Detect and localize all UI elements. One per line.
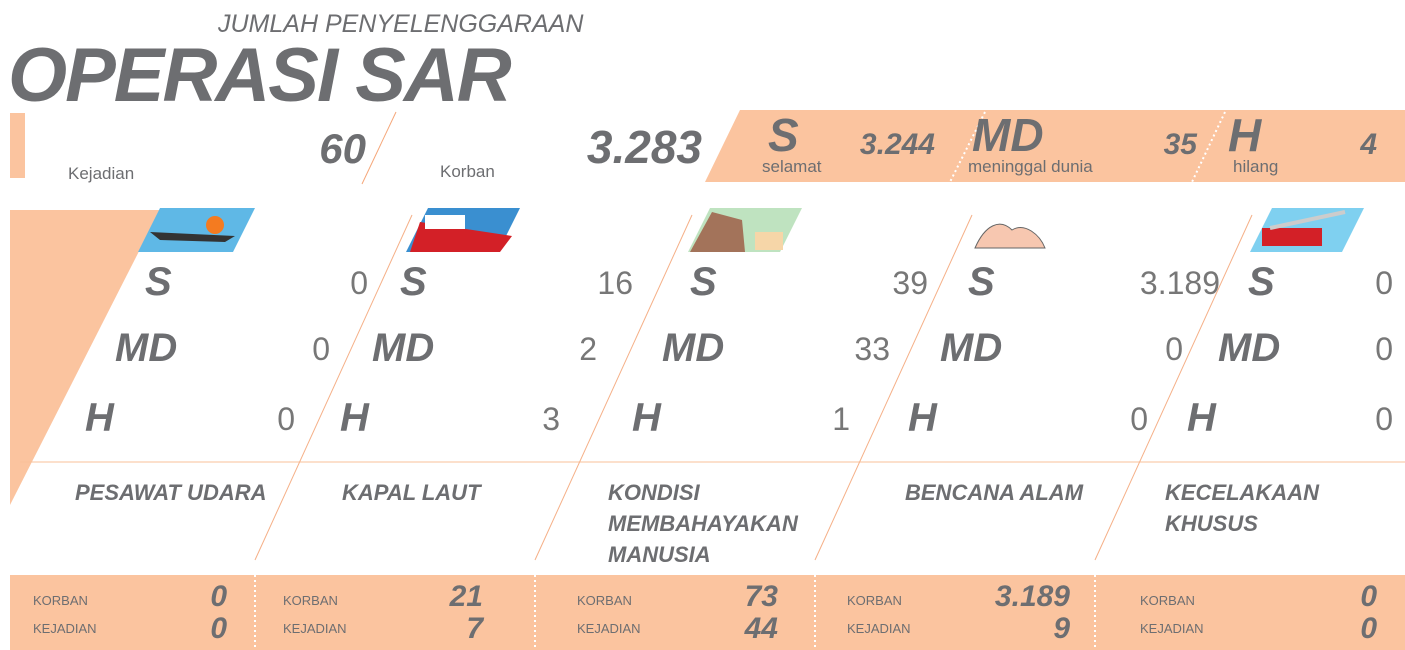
- row-code: H: [85, 396, 114, 440]
- korban-value: 0: [210, 580, 227, 613]
- row-code: S: [145, 260, 172, 304]
- korban-label: KORBAN: [283, 593, 338, 608]
- subtitle: JUMLAH PENYELENGGARAAN: [218, 10, 584, 38]
- category-name: KONDISI MEMBAHAYAKAN MANUSIA: [608, 480, 798, 567]
- kejadian-value: 0: [1360, 612, 1377, 645]
- row-code: MD: [1218, 326, 1281, 370]
- row-value: 33: [854, 331, 890, 367]
- row-value: 0: [312, 331, 330, 367]
- category-name: KAPAL LAUT: [342, 480, 481, 505]
- row-value: 16: [597, 265, 633, 301]
- kejadian-value: 60: [319, 125, 366, 172]
- breakdown-label: hilang: [1233, 157, 1279, 176]
- kejadian-value: 9: [1053, 612, 1070, 645]
- row-value: 0: [350, 265, 368, 301]
- korban-label: KORBAN: [33, 593, 88, 608]
- row-code: S: [1248, 260, 1275, 304]
- category-name: BENCANA ALAM: [905, 480, 1084, 505]
- kejadian-label: KEJADIAN: [33, 621, 97, 636]
- korban-label: Korban: [440, 162, 495, 181]
- row-value: 0: [1165, 331, 1183, 367]
- row-value: 3.189: [1139, 265, 1220, 301]
- korban-label: KORBAN: [577, 593, 632, 608]
- row-code: S: [968, 260, 995, 304]
- row-value: 0: [1375, 265, 1393, 301]
- row-code: H: [908, 396, 937, 440]
- category-name: PESAWAT UDARA: [75, 480, 267, 505]
- row-value: 3: [542, 401, 560, 437]
- row-code: MD: [372, 326, 435, 370]
- row-value: 0: [1375, 331, 1393, 367]
- row-code: S: [690, 260, 717, 304]
- kejadian-label: Kejadian: [68, 164, 135, 183]
- kejadian-label: KEJADIAN: [847, 621, 911, 636]
- korban-label: KORBAN: [847, 593, 902, 608]
- breakdown-value: 3.244: [859, 128, 935, 161]
- breakdown-label: selamat: [762, 157, 822, 176]
- korban-value: 3.283: [586, 121, 702, 173]
- row-value: 39: [892, 265, 928, 301]
- breakdown-label: meninggal dunia: [968, 157, 1093, 176]
- kejadian-value: 44: [744, 612, 778, 645]
- row-value: 0: [1375, 401, 1393, 437]
- kejadian-label: KEJADIAN: [283, 621, 347, 636]
- row-value: 0: [277, 401, 295, 437]
- breakdown-code: H: [1228, 109, 1262, 161]
- korban-value: 0: [1360, 580, 1377, 613]
- breakdown-code: S: [768, 109, 799, 161]
- korban-label: KORBAN: [1140, 593, 1195, 608]
- title: OPERASI SAR: [8, 33, 512, 118]
- row-code: MD: [115, 326, 178, 370]
- row-value: 0: [1130, 401, 1148, 437]
- row-code: H: [1187, 396, 1216, 440]
- korban-value: 3.189: [994, 580, 1070, 613]
- row-value: 2: [579, 331, 597, 367]
- row-value: 1: [832, 401, 850, 437]
- row-code: S: [400, 260, 427, 304]
- breakdown-code: MD: [972, 109, 1044, 161]
- category-name: KECELAKAAN KHUSUS: [1165, 480, 1319, 536]
- kejadian-value: 7: [466, 612, 483, 645]
- row-code: MD: [940, 326, 1003, 370]
- korban-value: 21: [449, 580, 483, 613]
- korban-value: 73: [744, 580, 778, 613]
- kejadian-label: KEJADIAN: [577, 621, 641, 636]
- kejadian-value: 0: [210, 612, 227, 645]
- row-code: H: [340, 396, 369, 440]
- breakdown-value: 4: [1360, 128, 1377, 161]
- row-code: MD: [662, 326, 725, 370]
- breakdown-value: 35: [1163, 128, 1197, 161]
- kejadian-label: KEJADIAN: [1140, 621, 1204, 636]
- row-code: H: [632, 396, 661, 440]
